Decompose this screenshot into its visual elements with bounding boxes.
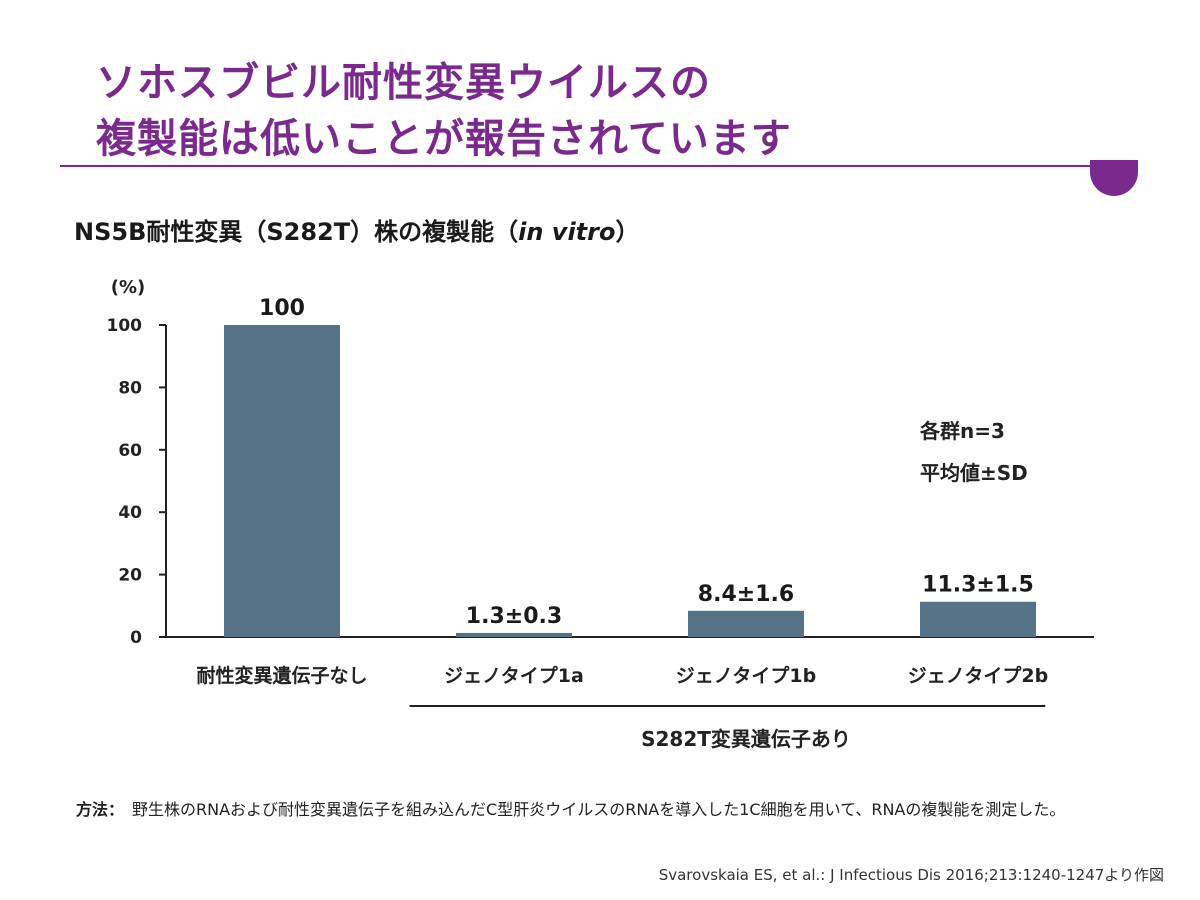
subtitle-prefix: NS5B耐性変異（S282T）株の複製能（	[74, 218, 519, 246]
method-label: 方法：	[76, 800, 125, 819]
chart-annotation: 各群n=3	[919, 419, 1005, 443]
bar	[224, 325, 340, 637]
y-tick-label: 20	[118, 566, 142, 586]
bar-value-label: 1.3±0.3	[466, 604, 562, 629]
chart-annotation: 平均値±SD	[920, 461, 1028, 485]
method-text: 野生株のRNAおよび耐性変異遺伝子を組み込んだC型肝炎ウイルスのRNAを導入した…	[132, 800, 1066, 819]
x-category-label: 耐性変異遺伝子なし	[196, 664, 367, 687]
slide-title-line-2: 複製能は低いことが報告されています	[96, 116, 792, 162]
subtitle-italic: in vitro	[518, 218, 616, 246]
y-tick-label: 60	[118, 441, 142, 461]
bar-value-label: 100	[259, 296, 305, 321]
x-category-label: ジェノタイプ2b	[908, 664, 1048, 687]
x-category-label: ジェノタイプ1b	[676, 664, 816, 687]
y-tick-label: 0	[130, 628, 142, 648]
method-note: 方法： 野生株のRNAおよび耐性変異遺伝子を組み込んだC型肝炎ウイルスのRNAを…	[76, 798, 1146, 822]
source-citation: Svarovskaia ES, et al.: J Infectious Dis…	[658, 866, 1164, 884]
y-tick-label: 80	[118, 378, 142, 398]
bar-value-label: 8.4±1.6	[698, 582, 794, 607]
chart-subtitle: NS5B耐性変異（S282T）株の複製能（in vitro）	[74, 212, 639, 247]
bar	[456, 632, 572, 637]
y-tick-label: 40	[118, 503, 142, 523]
slide-title-line-1: ソホスブビル耐性変異ウイルスの	[96, 60, 711, 106]
bar-value-label: 11.3±1.5	[922, 573, 1034, 598]
y-axis-label: (%)	[111, 277, 146, 298]
x-category-label: ジェノタイプ1a	[444, 664, 584, 687]
y-tick-label: 100	[107, 316, 143, 336]
group-label: S282T変異遺伝子あり	[641, 727, 851, 751]
title-divider	[60, 165, 1092, 167]
subtitle-suffix: ）	[615, 218, 640, 246]
bar	[920, 601, 1036, 637]
bar	[688, 610, 804, 637]
